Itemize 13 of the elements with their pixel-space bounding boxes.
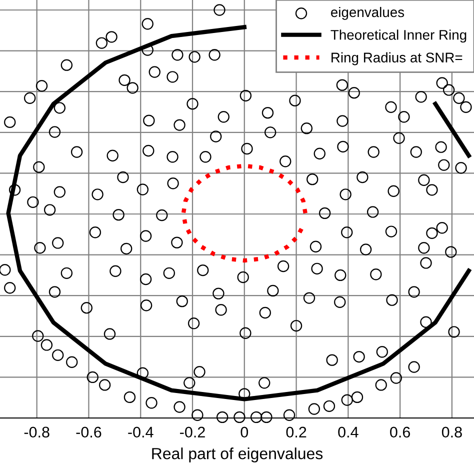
- x-tick-label: -0.4: [128, 426, 154, 438]
- x-tick-label: 0.4: [338, 426, 358, 438]
- legend-label: Ring Radius at SNR=: [332, 52, 462, 66]
- x-tick-label: -0.6: [76, 426, 102, 438]
- x-tick-label: 0.6: [390, 426, 410, 438]
- x-tick-label: 0.2: [286, 426, 306, 438]
- x-tick-label: -0.8: [24, 426, 50, 438]
- legend-label: Theoretical Inner Ring: [330, 30, 466, 43]
- x-axis-title: Real part of eigenvalues: [152, 448, 323, 462]
- x-tick-label: 0.8: [442, 426, 462, 438]
- x-tick-label: 0: [240, 426, 248, 438]
- legend-label: eigenvalues: [331, 6, 404, 20]
- x-tick-label: -0.2: [180, 426, 205, 438]
